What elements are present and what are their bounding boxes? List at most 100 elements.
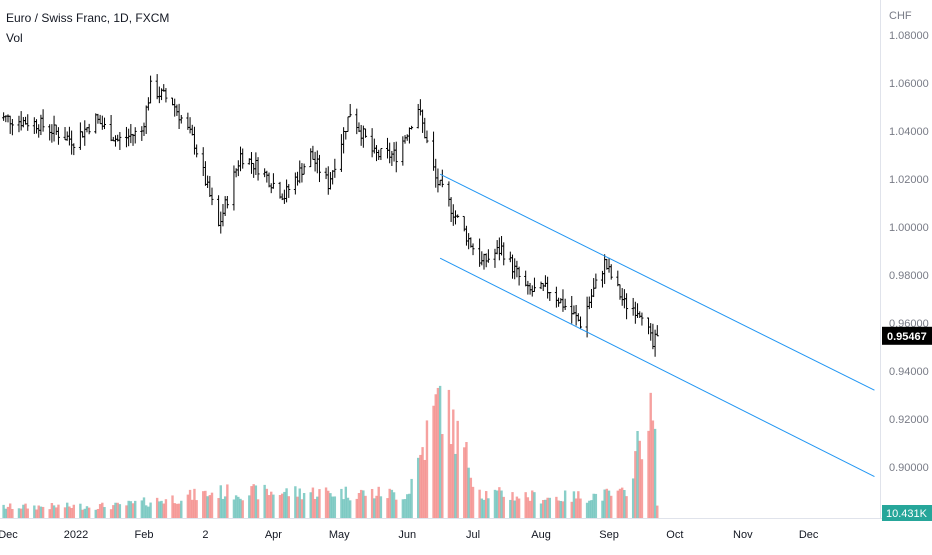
volume-bar — [333, 496, 337, 518]
candle — [471, 243, 475, 256]
time-tick-label: Apr — [265, 529, 282, 541]
volume-bar — [524, 492, 527, 518]
price-tick-label: 1.08000 — [889, 30, 929, 42]
volume-bar — [421, 447, 424, 518]
volume-bar — [149, 502, 152, 518]
candle — [563, 298, 567, 311]
volume-bar — [454, 453, 457, 518]
volume-bar — [456, 420, 459, 518]
candle — [502, 242, 506, 266]
candle — [195, 144, 199, 158]
volume-bar — [357, 493, 361, 518]
volume-bar — [601, 500, 604, 518]
price-tick-label: 1.06000 — [889, 78, 929, 90]
volume-bar — [526, 497, 530, 518]
volume-bar — [81, 509, 84, 518]
volume-bar — [52, 505, 56, 518]
volume-bar — [434, 394, 437, 518]
time-axis: Dec 2022 Feb 2 Apr May Jun Jul Aug Sep Oct Nov Dec — [0, 529, 819, 541]
volume-bar — [191, 499, 194, 518]
volume-bar — [237, 496, 240, 518]
volume-bar — [160, 500, 163, 518]
time-tick-label: 2022 — [64, 529, 88, 541]
volume-bar — [35, 509, 38, 518]
candle — [56, 127, 60, 145]
volume-bar — [285, 488, 288, 518]
volume-bar — [375, 495, 378, 518]
volume-bar — [33, 505, 36, 518]
volume-bar — [17, 508, 21, 518]
price-tick-label: 0.92000 — [889, 414, 929, 426]
volume-bar — [500, 490, 503, 518]
volume-bar — [180, 500, 183, 518]
volume-bar — [175, 503, 179, 518]
volume-bar — [313, 498, 317, 518]
volume-bar — [634, 451, 637, 518]
volume-bar — [359, 489, 363, 518]
volume-bar — [109, 509, 113, 518]
candle — [149, 75, 153, 104]
candle — [609, 264, 613, 280]
volume-bar — [68, 506, 71, 518]
volume-bar — [193, 488, 196, 518]
volume-bar — [131, 503, 135, 518]
candle — [655, 325, 659, 337]
volume-bar — [649, 392, 652, 518]
volume-bar — [4, 508, 8, 518]
volume-bar — [561, 501, 565, 518]
candle — [486, 249, 490, 263]
time-tick-label: Dec — [799, 529, 819, 541]
candle — [41, 109, 45, 132]
volume-bar — [11, 508, 14, 518]
volume-bar — [223, 496, 227, 518]
volume-bar — [531, 490, 534, 518]
currency-label: CHF — [889, 10, 912, 22]
volume-bar — [640, 459, 644, 518]
volume-bar — [50, 503, 54, 518]
volume-bar — [234, 495, 238, 518]
volume-bar — [364, 495, 367, 518]
volume-bar — [302, 493, 306, 518]
time-tick-label: Jul — [466, 529, 480, 541]
volume-bar — [155, 497, 159, 518]
volume-bar — [39, 506, 43, 518]
time-tick-label: Jun — [398, 529, 416, 541]
time-tick-label: Dec — [0, 529, 18, 541]
volume-bar — [465, 442, 468, 518]
volume-bar — [373, 498, 376, 518]
volume-bar — [605, 488, 609, 518]
volume-bar — [208, 495, 212, 518]
volume-bar — [129, 501, 133, 518]
volume-bar — [140, 500, 144, 518]
time-tick-label: Oct — [666, 529, 683, 541]
volume-bar — [195, 500, 198, 518]
time-tick-label: Sep — [599, 529, 619, 541]
volume-bar — [85, 506, 89, 518]
volume-bar — [217, 498, 220, 518]
volume-bar — [533, 492, 536, 518]
volume-bar — [278, 494, 282, 518]
candle — [164, 88, 168, 103]
candle — [26, 114, 30, 131]
time-tick-label: Feb — [135, 529, 154, 541]
volume-bar — [495, 490, 499, 518]
volume-bar — [377, 486, 380, 518]
volume-bar — [436, 387, 440, 518]
volume-bar — [22, 504, 25, 518]
volume-bar — [127, 500, 130, 518]
volume-bar — [342, 499, 345, 518]
volume-bar — [416, 457, 420, 518]
volume-bar — [331, 496, 334, 518]
volume-bar — [528, 500, 532, 518]
volume-bar — [287, 496, 290, 518]
volume-bar — [340, 488, 343, 518]
volume-bar — [410, 478, 413, 518]
volume-bar — [480, 498, 484, 518]
volume-bar — [55, 507, 58, 518]
volume-bar — [386, 498, 389, 518]
volume-bar — [232, 499, 236, 518]
volume-bar — [517, 498, 521, 518]
volume-bar — [114, 502, 117, 518]
